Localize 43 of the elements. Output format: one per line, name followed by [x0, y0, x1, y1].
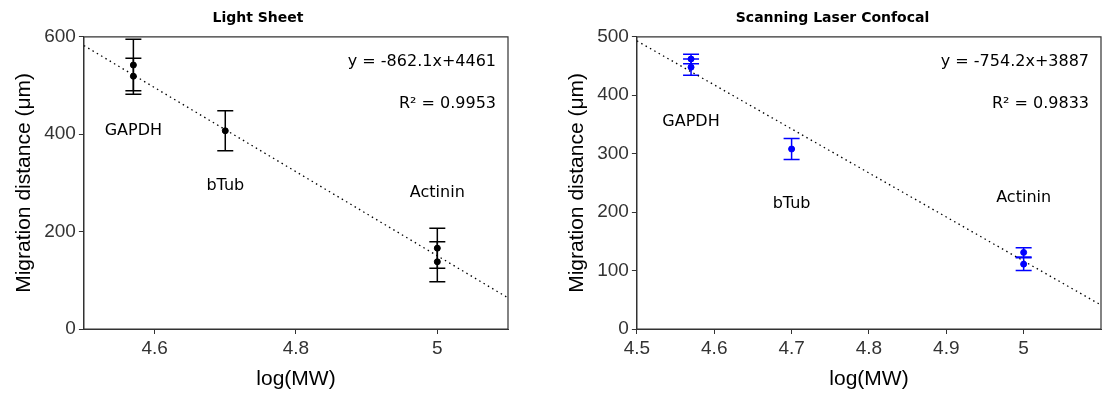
point — [1020, 248, 1028, 256]
x-tick-label: 4.7 — [778, 336, 805, 358]
point — [433, 258, 441, 266]
x-tick-label: 4.5 — [623, 336, 651, 358]
annotation: Actinin — [996, 186, 1052, 206]
annotation: bTub — [206, 174, 245, 194]
annotation: R² = 0.9833 — [991, 92, 1089, 112]
y-tick-label: 400 — [44, 122, 76, 144]
x-axis-title: log(MW) — [829, 366, 909, 390]
annotation: GAPDH — [662, 111, 720, 131]
point — [129, 61, 137, 69]
annotation: y = -754.2x+3887 — [940, 50, 1089, 70]
x-tick-label: 4.8 — [855, 336, 883, 358]
x-tick-label: 4.9 — [933, 336, 960, 358]
y-tick-label: 300 — [597, 141, 629, 163]
annotation: GAPDH — [104, 120, 163, 140]
point — [788, 145, 796, 153]
y-axis-title: Migration distance (μm) — [11, 72, 35, 293]
y-tick-label: 500 — [597, 25, 629, 47]
x-axis-title: log(MW) — [256, 366, 336, 390]
y-tick-label: 600 — [44, 25, 76, 47]
annotation: Actinin — [409, 182, 465, 202]
point — [129, 72, 137, 80]
y-tick-label: 0 — [65, 317, 76, 339]
x-tick-label: 4.6 — [701, 336, 728, 358]
x-tick-label: 5 — [1018, 336, 1029, 358]
y-tick-label: 200 — [44, 219, 76, 241]
point — [221, 127, 229, 135]
annotation: bTub — [772, 193, 811, 213]
chart-title: Scanning Laser Confocal — [735, 9, 930, 26]
x-tick-label: 5 — [432, 336, 443, 358]
y-tick-label: 100 — [597, 258, 629, 280]
annotation: R² = 0.9953 — [398, 92, 496, 112]
annotation: y = -862.1x+4461 — [347, 50, 496, 70]
x-tick-label: 4.6 — [141, 336, 168, 358]
y-tick-label: 400 — [597, 83, 629, 105]
point — [433, 244, 441, 252]
chart-title: Light Sheet — [212, 9, 304, 26]
y-tick-label: 200 — [597, 200, 629, 222]
y-axis-title: Migration distance (μm) — [564, 72, 588, 293]
y-tick-label: 0 — [618, 317, 629, 339]
point — [687, 55, 695, 63]
x-tick-label: 4.8 — [282, 336, 310, 358]
